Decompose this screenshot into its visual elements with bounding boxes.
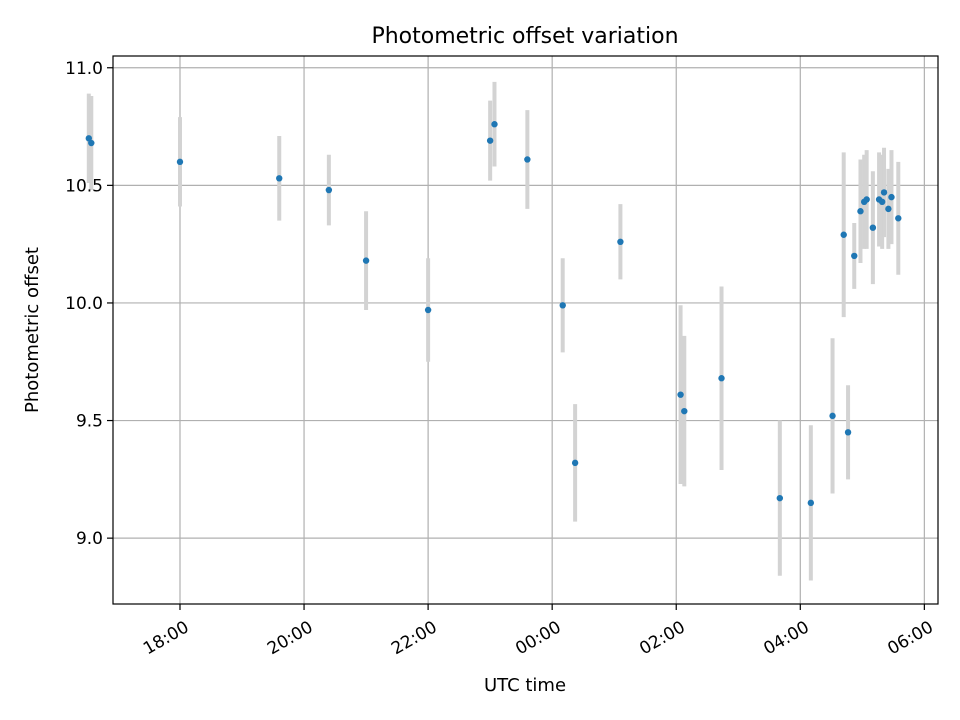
chart-title: Photometric offset variation (371, 24, 678, 49)
data-point (491, 121, 498, 128)
y-tick-label: 9.0 (76, 529, 103, 549)
data-point (176, 158, 184, 166)
y-axis-label: Photometric offset (22, 247, 43, 413)
x-axis-label: UTC time (484, 675, 566, 696)
plot-frame (112, 55, 939, 605)
y-tick-label: 9.5 (76, 412, 103, 432)
y-tick-label: 10.5 (65, 176, 103, 196)
y-tick-label: 11.0 (65, 59, 103, 79)
data-point (844, 429, 852, 436)
data-point (840, 231, 847, 238)
data-point (85, 135, 93, 142)
data-point (362, 257, 370, 264)
data-point (617, 238, 624, 246)
data-point (807, 499, 815, 507)
data-point (857, 208, 864, 215)
data-point (677, 391, 684, 398)
data-point (895, 215, 902, 222)
data-point (888, 193, 895, 201)
data-point (880, 189, 888, 196)
data-point (776, 494, 784, 502)
data-point (885, 205, 892, 213)
data-point (88, 139, 95, 147)
data-point (424, 306, 432, 314)
grid (113, 56, 938, 604)
data-point (524, 156, 531, 163)
data-point (571, 459, 579, 467)
data-point (851, 252, 858, 260)
data-point (276, 175, 283, 182)
data-points (85, 121, 902, 507)
data-point (325, 186, 333, 194)
data-point (718, 375, 725, 382)
data-point (869, 224, 877, 231)
data-point (486, 137, 494, 144)
data-point (681, 407, 688, 415)
data-point (863, 196, 870, 203)
data-point (878, 198, 886, 206)
data-point (559, 302, 566, 309)
data-point (829, 412, 836, 420)
y-tick-label: 10.0 (65, 294, 103, 314)
